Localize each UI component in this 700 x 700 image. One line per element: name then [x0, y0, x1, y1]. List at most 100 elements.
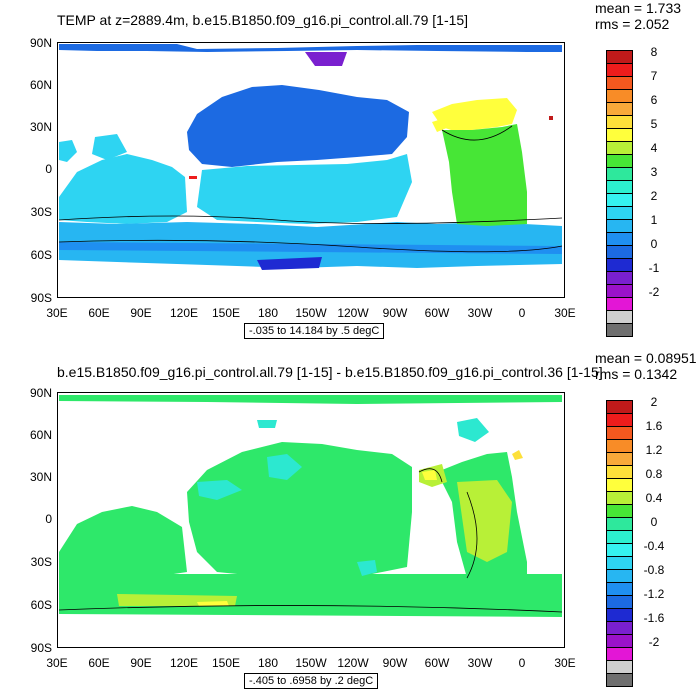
colorbar-swatch	[606, 414, 633, 427]
colorbar-swatch	[606, 427, 633, 440]
west-pacific-anomaly	[197, 480, 242, 500]
arctic-ocean-region	[59, 44, 562, 52]
colorbar-swatch	[606, 272, 633, 285]
lon-label: 60E	[88, 306, 110, 320]
lon-label: 90E	[130, 656, 152, 670]
colorbar-swatch	[606, 155, 633, 168]
lat-label: 90S	[30, 641, 52, 655]
colorbar-swatch	[606, 453, 633, 466]
colorbar-label: 0	[650, 515, 658, 529]
colorbar-swatch	[606, 531, 633, 544]
indian-ocean-region	[59, 154, 187, 224]
colorbar-swatch	[606, 440, 633, 453]
lon-label: 30E	[46, 656, 68, 670]
colorbar-swatch	[606, 674, 633, 687]
lat-label: 30N	[29, 120, 52, 134]
colorbar-swatch	[606, 285, 633, 298]
warm-spot-marker-med	[549, 116, 553, 120]
map-area	[57, 42, 565, 298]
lon-label: 90W	[382, 306, 408, 320]
indian-ocean-region	[59, 506, 187, 578]
lat-label: 30S	[30, 205, 52, 219]
lat-label: 90N	[29, 386, 52, 400]
colorbar-swatch	[606, 142, 633, 155]
lon-label: 90E	[130, 306, 152, 320]
colorbar-swatch	[606, 181, 633, 194]
bay-of-bengal-region	[92, 134, 127, 160]
lon-label: 0	[518, 306, 526, 320]
arctic-ocean-region	[59, 395, 562, 404]
lon-label: 180	[257, 656, 279, 670]
panel-title: TEMP at z=2889.4m, b.e15.B1850.f09_g16.p…	[57, 12, 469, 28]
atlantic-max-anomaly	[422, 470, 437, 480]
north-pacific-anomaly	[267, 454, 302, 480]
lon-label: 30E	[46, 306, 68, 320]
colorbar-swatch	[606, 596, 633, 609]
colorbar-label: 6	[650, 93, 658, 107]
colorbar-swatch	[606, 479, 633, 492]
warm-spot-marker	[189, 176, 197, 179]
lat-label: 60N	[29, 78, 52, 92]
lat-label: 30S	[30, 555, 52, 569]
lat-label: 60S	[30, 248, 52, 262]
colorbar-swatch	[606, 505, 633, 518]
lon-label: 30W	[467, 656, 493, 670]
colorbar-swatch	[606, 194, 633, 207]
colorbar-swatch	[606, 518, 633, 531]
colorbar	[606, 50, 633, 337]
lon-label: 30E	[554, 656, 576, 670]
colorbar-swatch	[606, 557, 633, 570]
colorbar-swatch	[606, 298, 633, 311]
colorbar-label: -2	[648, 635, 660, 649]
colorbar-label: 2	[650, 189, 658, 203]
colorbar-label: 1.2	[645, 443, 663, 457]
colorbar-swatch	[606, 116, 633, 129]
tropical-pacific-region	[197, 154, 412, 224]
atlantic-patch	[432, 118, 449, 132]
colorbar-swatch	[606, 311, 633, 324]
colorbar-swatch	[606, 324, 633, 337]
top-panel: TEMP at z=2889.4m, b.e15.B1850.f09_g16.p…	[29, 0, 682, 339]
colorbar-swatch	[606, 492, 633, 505]
lon-label: 150E	[211, 656, 241, 670]
lat-label: 0	[45, 512, 52, 526]
colorbar-label: 1	[650, 213, 658, 227]
pacific-region	[187, 442, 412, 578]
colorbar-label: 0.4	[645, 491, 663, 505]
colorbar-swatch	[606, 609, 633, 622]
lon-label: 0	[518, 656, 526, 670]
mean-value: mean = 1.733	[595, 0, 682, 16]
mean-value: mean = 0.08951	[595, 350, 697, 366]
colorbar-swatch	[606, 168, 633, 181]
lat-label: 90N	[29, 36, 52, 50]
atlantic-warm-band	[457, 480, 512, 562]
contour-line	[58, 239, 563, 253]
colorbar-swatch	[606, 103, 633, 116]
colorbar-swatch	[606, 220, 633, 233]
colorbar-swatch	[606, 129, 633, 142]
lon-label: 60E	[88, 656, 110, 670]
arctic-small-anomaly	[257, 420, 277, 428]
colorbar-swatch	[606, 583, 633, 596]
contour-line	[58, 605, 563, 613]
map-area	[57, 392, 565, 648]
lon-label: 180	[257, 306, 279, 320]
atlantic-region	[442, 124, 527, 226]
contour-line	[58, 215, 563, 224]
colorbar-swatch	[606, 661, 633, 674]
colorbar	[606, 400, 633, 687]
colorbar-swatch	[606, 90, 633, 103]
colorbar-swatch	[606, 50, 633, 64]
colorbar-swatch	[606, 64, 633, 77]
lat-label: 90S	[30, 291, 52, 305]
lat-label: 30N	[29, 470, 52, 484]
bottom-panel: b.e15.B1850.f09_g16.pi_control.all.79 [1…	[0, 350, 700, 700]
southern-max-anomaly	[197, 601, 229, 606]
contour-line	[466, 491, 478, 579]
colorbar-label: 1.6	[645, 419, 663, 433]
rms-value: rms = 2.052	[595, 16, 670, 32]
colorbar-label: 7	[650, 69, 658, 83]
colorbar-label: 4	[650, 141, 658, 155]
east-pacific-anomaly	[357, 560, 377, 576]
colorbar-swatch	[606, 246, 633, 259]
